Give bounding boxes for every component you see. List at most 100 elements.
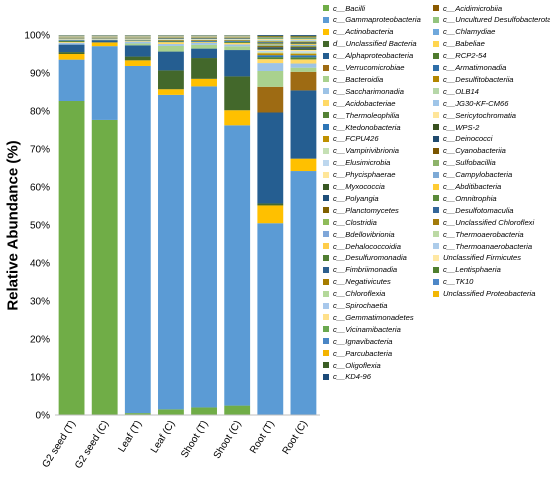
legend-item: c__Elusimicrobia [323,157,390,169]
legend-label: c__JG30-KF-CM66 [443,98,509,108]
legend-item: c__Lentisphaeria [433,264,501,276]
legend-item: c__Verrucomicrobiae [323,62,404,74]
bar-segment [290,46,317,48]
legend-swatch [433,28,439,35]
bar-segment [224,44,251,47]
legend: c__Bacilli c__Gammaproteobacteria c__Actin… [323,0,550,492]
legend-item: Unclassified Proteobacteria [433,288,535,300]
legend-swatch [433,135,439,142]
bar-segment [290,171,317,415]
legend-label: c__Abditibacteria [443,182,502,191]
bar-segment [257,48,284,50]
bar-segment [91,42,118,47]
x-tick-label: Leaf (C) [149,419,177,455]
bar-segment [257,86,284,113]
legend-swatch [323,28,329,35]
bar-segment [224,125,251,406]
legend-label: c__Thermoanaerobacteria [443,241,533,251]
legend-swatch [433,124,439,130]
bar-segment [290,51,317,53]
bar-segment [257,50,284,53]
legend-swatch [323,64,329,71]
legend-label: c__Negativicutes [333,277,391,287]
bar-segment [124,45,151,57]
bar-segment [290,44,317,46]
legend-label: c__FCPU426 [333,134,379,144]
legend-item: c__Desulfotomaculia [433,204,514,216]
bar-segment [191,42,217,45]
legend-swatch [433,147,439,154]
legend-swatch [433,88,439,95]
legend-item: c__Polyangia [323,192,379,204]
bar-segment [257,57,284,60]
bar-segment [224,41,251,43]
bar-segment [290,71,317,91]
legend-item: c__Sericytochromatia [433,109,516,121]
legend-label: d__Unclassified Bacteria [333,39,417,49]
bar-segment [290,35,317,36]
legend-label: c__WPS-2 [443,122,480,132]
legend-swatch [323,183,329,190]
legend-item: Unclassified Firmicutes [433,252,521,264]
legend-item: c__WPS-2 [433,121,479,133]
bar-segment [257,38,284,40]
bar-segment [91,119,118,416]
legend-swatch [433,100,439,107]
legend-swatch [433,5,439,11]
legend-item: c__Deinococci [433,133,492,145]
legend-swatch [433,266,439,273]
legend-item: c__Abditibacteria [433,181,501,193]
bar-segment [58,101,85,415]
legend-item: c__Clostridia [323,216,377,228]
legend-swatch [323,147,329,154]
legend-swatch [323,52,329,59]
legend-swatch [323,112,329,119]
legend-label: c__Cyanobacteriia [443,146,506,156]
y-tick-label: 100% [24,31,50,42]
legend-item: c__FCPU426 [323,133,379,145]
legend-label: c__TK10 [443,277,474,287]
y-tick-label: 80% [30,107,50,118]
bar-segment [290,158,317,172]
legend-swatch [323,195,329,202]
legend-label: c__Actinobacteria [333,27,394,37]
bar-segment [257,63,284,71]
legend-item: c__Thermoleophilia [323,109,399,121]
bar-segment [191,40,217,42]
legend-label: c__Bdellovibrionia [333,229,395,239]
legend-item: c__Vicinamibacteria [323,323,401,335]
bar-segment [191,44,217,49]
bar-segment [158,41,184,43]
bar-segment [191,78,217,87]
legend-swatch [433,64,439,71]
y-tick-label: 10% [30,373,50,384]
legend-swatch [323,159,329,166]
legend-item: c__Oligoflexia [323,359,381,371]
x-tick-label: Root (C) [281,419,310,457]
bar-segment [124,56,151,61]
bar-segment [191,42,217,43]
legend-swatch [323,266,329,273]
bar-segment [58,41,85,43]
bar-segment [290,52,317,54]
legend-item: c__Gammaproteobacteria [323,14,421,26]
legend-label: c__Babeliae [443,39,485,49]
bar-segment [290,42,317,44]
legend-swatch [323,290,329,297]
legend-label: c__Ignavibacteria [333,336,393,346]
legend-label: c__Desulfitobacteriia [443,74,514,84]
legend-swatch [323,100,329,107]
bar-segment [257,203,284,206]
legend-item: c__Phycisphaerae [323,169,395,181]
bar-segment [290,39,317,40]
legend-label: c__Bacilli [333,3,366,13]
legend-item: c__Chlamydiae [433,26,495,38]
bar-segment [257,49,284,51]
bar-segment [158,89,184,95]
legend-label: c__Acidobacteriae [333,98,396,108]
legend-swatch [323,373,329,380]
bar-segment [290,63,317,68]
x-axis: G2 seed (T)G2 seed (C) Leaf (T) Leaf (C) Sh… [41,414,320,471]
legend-label: c__Chloroflexia [333,289,386,299]
